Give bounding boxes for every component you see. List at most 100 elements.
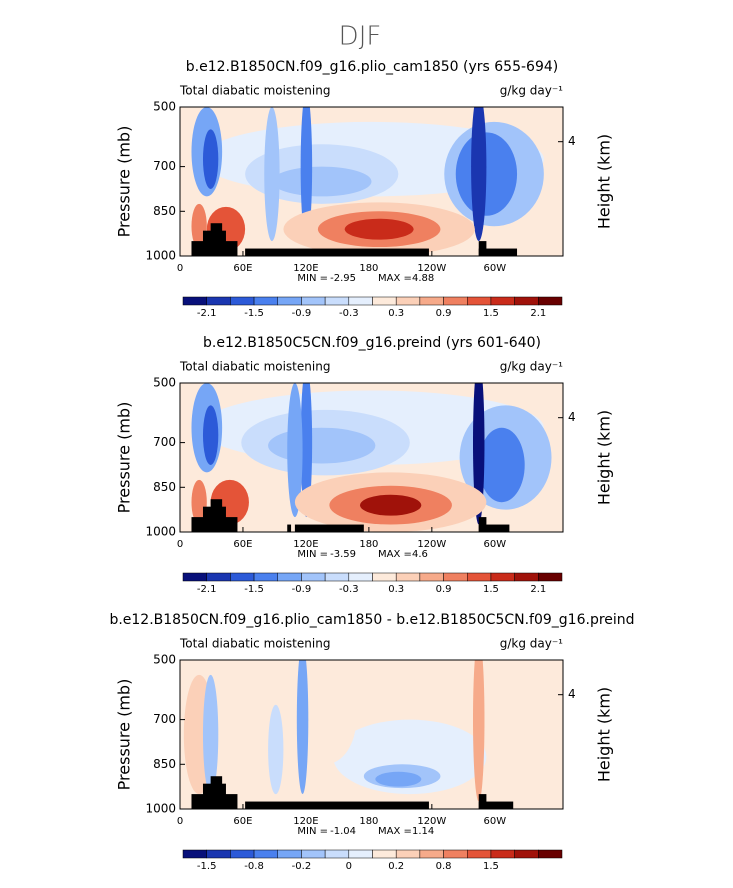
panel-title: b.e12.B1850CN.f09_g16.plio_cam1850 - b.e… [109, 612, 634, 628]
colorbar-box [348, 296, 373, 306]
x-tick-label: 120E [293, 539, 318, 550]
x-tick-label: 60E [233, 816, 252, 827]
topography [294, 524, 364, 532]
topography [245, 248, 429, 256]
plot-frame [179, 106, 564, 257]
colorbar-box [206, 849, 231, 859]
colorbar-box [538, 849, 563, 859]
colorbar-box [443, 296, 468, 306]
topography [478, 801, 514, 809]
colorbar-label: 0.2 [388, 861, 404, 872]
contour-region [202, 129, 219, 189]
topography [210, 223, 223, 239]
contour-region [471, 107, 487, 242]
y-tick-label: 700 [153, 712, 176, 726]
x-tick-label: 120W [417, 539, 446, 550]
y-tick-label: 850 [153, 757, 176, 771]
y2-tick-label: 4 [568, 687, 576, 701]
max-label: MAX = [378, 826, 412, 837]
colorbar-label: 2.1 [530, 308, 546, 319]
x-tick-label: 120W [417, 816, 446, 827]
y2-axis-label: Height (km) [595, 410, 614, 505]
contour-region [344, 218, 414, 240]
colorbar-label: 0.8 [436, 861, 452, 872]
colorbar-box [277, 849, 302, 859]
contour-region [271, 166, 372, 197]
colorbar-box [182, 849, 207, 859]
min-value: -3.59 [330, 549, 356, 560]
left-string: Total diabatic moistening [179, 84, 330, 98]
colorbar-label: 1.5 [483, 861, 499, 872]
contour-region [264, 107, 280, 242]
x-tick-label: 60W [483, 263, 506, 274]
x-tick-label: 180 [359, 263, 378, 274]
colorbar-label: -0.3 [339, 308, 359, 319]
x-tick-label: 60W [483, 816, 506, 827]
x-tick-label: 60E [233, 263, 252, 274]
min-label: MIN = [297, 273, 328, 284]
right-string: g/kg day⁻¹ [500, 360, 563, 374]
contour-region [287, 383, 303, 518]
colorbar-label: 0.9 [436, 308, 452, 319]
colorbar-box [419, 849, 444, 859]
contour-field [180, 660, 563, 809]
colorbar-box [490, 572, 515, 582]
colorbar-box [395, 572, 421, 582]
contour-region [202, 674, 219, 795]
colorbar-label: -2.1 [197, 584, 217, 595]
colorbar-label: -1.5 [244, 308, 264, 319]
colorbar-box [467, 849, 492, 859]
y-tick-label: 1000 [145, 249, 176, 263]
colorbar-label: -0.3 [339, 584, 359, 595]
left-string: Total diabatic moistening [179, 637, 330, 651]
x-tick-label: 60W [483, 539, 506, 550]
x-tick-label: 0 [177, 816, 183, 827]
max-label: MAX = [378, 549, 412, 560]
y2-tick-label: 4 [568, 410, 576, 424]
colorbar-box [348, 572, 373, 582]
x-tick-label: 0 [177, 263, 183, 274]
colorbar-box [230, 572, 255, 582]
topography [478, 524, 510, 532]
colorbar-box [301, 572, 326, 582]
colorbar-box [301, 849, 326, 859]
x-tick-label: 60E [233, 539, 252, 550]
topography [210, 499, 223, 515]
topography [478, 248, 518, 256]
contour-region [486, 689, 525, 780]
colorbar-box [467, 572, 492, 582]
max-value: 1.14 [412, 826, 434, 837]
colorbar-box [514, 849, 539, 859]
y-axis-label: Pressure (mb) [115, 126, 134, 238]
colorbar-box [372, 849, 397, 859]
panel-title: b.e12.B1850C5CN.f09_g16.preind (yrs 601-… [203, 335, 541, 351]
contour-field [180, 107, 563, 256]
colorbar-box [324, 572, 350, 582]
colorbar-box [490, 849, 515, 859]
colorbar-box [301, 296, 326, 306]
y-tick-label: 850 [153, 480, 176, 494]
x-tick-label: 180 [359, 539, 378, 550]
min-value: -2.95 [330, 273, 356, 284]
contour-region [472, 660, 485, 802]
y-tick-label: 500 [153, 100, 176, 114]
x-tick-label: 0 [177, 539, 183, 550]
topography [287, 524, 292, 532]
colorbar-label: -0.2 [292, 861, 312, 872]
colorbar-box [419, 296, 444, 306]
topography [245, 801, 429, 809]
x-tick-label: 180 [359, 816, 378, 827]
contour-region [478, 427, 525, 503]
y-tick-label: 700 [153, 435, 176, 449]
topography [210, 776, 223, 792]
colorbar-box [443, 572, 468, 582]
colorbar-box [467, 296, 492, 306]
colorbar-label: -0.9 [292, 308, 312, 319]
colorbar-box [324, 849, 350, 859]
colorbar-label: -1.5 [244, 584, 264, 595]
colorbar-box [443, 849, 468, 859]
y2-tick-label: 4 [568, 134, 576, 148]
colorbar-box [230, 296, 255, 306]
colorbar-label: 0.3 [388, 584, 404, 595]
